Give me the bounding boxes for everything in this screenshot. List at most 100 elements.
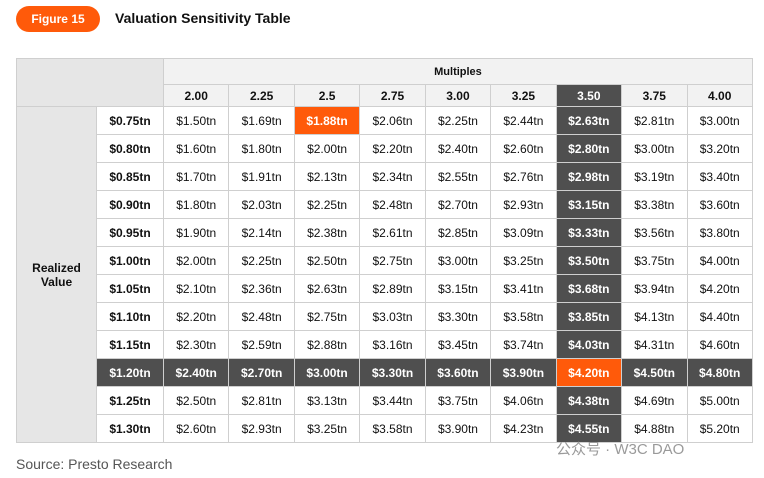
row: $1.15tn $2.30tn $2.59tn $2.88tn $3.16tn $3.45…	[17, 330, 753, 359]
column-header: 3.00	[424, 84, 492, 107]
cell: $4.50tn	[621, 358, 688, 387]
cell: $2.25tn	[228, 246, 295, 275]
cell: $2.81tn	[228, 386, 295, 415]
cell: $2.60tn	[490, 134, 557, 163]
cell: $2.36tn	[228, 274, 295, 303]
cell: $2.93tn	[490, 190, 557, 219]
sensitivity-table: Multiples 2.00 2.25 2.5 2.75 3.00 3.25 3.50 3.75…	[16, 58, 753, 443]
cell: $2.60tn	[162, 414, 230, 443]
cell: $2.61tn	[359, 218, 426, 247]
row: $0.85tn $1.70tn $1.91tn $2.13tn $2.34tn $2.55…	[17, 162, 753, 191]
cell: $1.80tn	[228, 134, 295, 163]
cell: $3.56tn	[621, 218, 688, 247]
cell: $3.38tn	[621, 190, 688, 219]
cell: $1.88tn	[293, 106, 361, 135]
header-row: 2.00 2.25 2.5 2.75 3.00 3.25 3.50 3.75 4.00	[17, 84, 753, 107]
cell: $4.31tn	[621, 330, 688, 359]
cell: $2.06tn	[359, 106, 426, 135]
row: $0.95tn $1.90tn $2.14tn $2.38tn $2.61tn $2.85…	[17, 218, 753, 247]
cell: $2.98tn	[555, 162, 623, 191]
column-header: 2.25	[228, 84, 295, 107]
cell: $2.50tn	[293, 246, 361, 275]
column-header: 2.5	[293, 84, 361, 107]
cell: $3.75tn	[424, 386, 492, 415]
cell: $3.94tn	[621, 274, 688, 303]
cell: $3.00tn	[621, 134, 688, 163]
row-label: $0.75tn	[96, 106, 164, 135]
figure-label: Figure 15	[16, 6, 100, 32]
row: $1.30tn $2.60tn $2.93tn $3.25tn $3.58tn $3.90…	[17, 414, 753, 443]
cell: $4.80tn	[686, 358, 753, 387]
cell: $2.63tn	[293, 274, 361, 303]
cell: $2.25tn	[424, 106, 492, 135]
cell: $2.76tn	[490, 162, 557, 191]
cell: $3.00tn	[424, 246, 492, 275]
cell: $2.89tn	[359, 274, 426, 303]
cell: $5.20tn	[686, 414, 753, 443]
column-header: 4.00	[686, 84, 753, 107]
cell: $3.44tn	[359, 386, 426, 415]
cell: $3.85tn	[555, 302, 623, 331]
cell: $2.30tn	[162, 330, 230, 359]
cell: $2.48tn	[228, 302, 295, 331]
row: $0.90tn $1.80tn $2.03tn $2.25tn $2.48tn $2.70…	[17, 190, 753, 219]
cell: $3.20tn	[686, 134, 753, 163]
cell: $2.55tn	[424, 162, 492, 191]
cell: $2.25tn	[293, 190, 361, 219]
cell: $3.03tn	[359, 302, 426, 331]
cell: $2.50tn	[162, 386, 230, 415]
cell: $3.45tn	[424, 330, 492, 359]
cell: $2.10tn	[162, 274, 230, 303]
cell: $2.20tn	[359, 134, 426, 163]
cell: $3.16tn	[359, 330, 426, 359]
cell: $3.30tn	[359, 358, 426, 387]
cell: $2.59tn	[228, 330, 295, 359]
row: $1.20tn $2.40tn $2.70tn $3.00tn $3.30tn $3.60…	[17, 358, 753, 387]
cell: $4.69tn	[621, 386, 688, 415]
row-label: $0.95tn	[96, 218, 164, 247]
cell: $3.19tn	[621, 162, 688, 191]
cell: $3.33tn	[555, 218, 623, 247]
cell: $2.20tn	[162, 302, 230, 331]
cell: $2.38tn	[293, 218, 361, 247]
cell: $3.90tn	[490, 358, 557, 387]
corner	[16, 58, 164, 107]
cell: $3.25tn	[490, 246, 557, 275]
cell: $3.50tn	[555, 246, 623, 275]
cell: $2.40tn	[162, 358, 230, 387]
column-header: 3.25	[490, 84, 557, 107]
cell: $1.60tn	[162, 134, 230, 163]
cell: $4.20tn	[555, 358, 623, 387]
cell: $4.40tn	[686, 302, 753, 331]
cell: $2.88tn	[293, 330, 361, 359]
cell: $3.15tn	[555, 190, 623, 219]
cell: $3.58tn	[359, 414, 426, 443]
cell: $3.09tn	[490, 218, 557, 247]
cell: $2.75tn	[359, 246, 426, 275]
cell: $2.44tn	[490, 106, 557, 135]
cell: $2.48tn	[359, 190, 426, 219]
row-label: $1.25tn	[96, 386, 164, 415]
column-header: 3.75	[621, 84, 688, 107]
cell: $2.70tn	[228, 358, 295, 387]
cell: $3.13tn	[293, 386, 361, 415]
cell: $3.00tn	[293, 358, 361, 387]
cell: $3.60tn	[686, 190, 753, 219]
header-row: Multiples	[16, 58, 753, 107]
column-header: 2.00	[162, 84, 230, 107]
cell: $3.41tn	[490, 274, 557, 303]
cell: $2.00tn	[293, 134, 361, 163]
cell: $3.30tn	[424, 302, 492, 331]
cell: $2.13tn	[293, 162, 361, 191]
cell: $1.50tn	[162, 106, 230, 135]
row-label: $1.10tn	[96, 302, 164, 331]
cell: $2.63tn	[555, 106, 623, 135]
row: Realized Value $0.75tn $1.50tn $1.69tn $1.88…	[16, 106, 753, 443]
cell: $4.13tn	[621, 302, 688, 331]
row-label: $1.00tn	[96, 246, 164, 275]
cell: $4.88tn	[621, 414, 688, 443]
cell: $2.03tn	[228, 190, 295, 219]
cell: $2.93tn	[228, 414, 295, 443]
cell: $3.15tn	[424, 274, 492, 303]
